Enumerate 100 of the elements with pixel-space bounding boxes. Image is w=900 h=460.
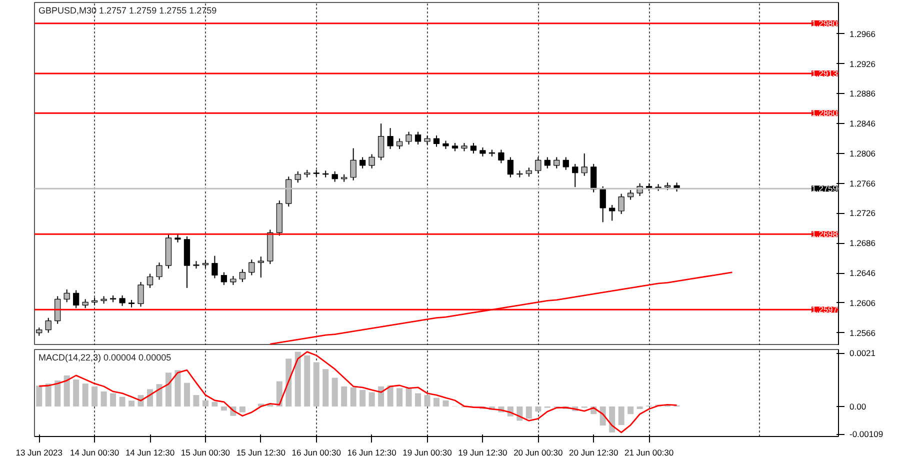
x-tick-label: 19 Jun 12:30	[458, 448, 508, 458]
candlestick	[138, 281, 144, 308]
candlestick	[387, 128, 394, 150]
candlestick	[414, 131, 422, 145]
chart-title: MACD(14,22,3) 0.00004 0.00005	[38, 352, 172, 362]
y-tick-label: -0.00109	[850, 429, 884, 440]
bar	[202, 400, 208, 406]
candlestick	[212, 255, 218, 279]
bar	[100, 391, 107, 406]
candlestick	[73, 290, 80, 309]
bar	[286, 358, 292, 406]
x-tick-label: 16 Jun 00:30	[292, 448, 342, 458]
candlestick	[590, 163, 597, 193]
y-tick-label: 1.2886	[850, 88, 876, 99]
candlestick	[239, 268, 246, 282]
bar	[322, 369, 329, 406]
candlestick	[359, 156, 366, 169]
candlestick	[54, 296, 61, 324]
bar	[110, 393, 116, 406]
candlestick	[562, 156, 569, 170]
candlestick	[406, 131, 412, 145]
bar	[36, 386, 42, 406]
candlestick	[535, 156, 542, 174]
candlestick	[156, 262, 162, 280]
bar	[64, 375, 70, 406]
bar	[73, 380, 80, 406]
candlestick	[507, 156, 514, 178]
y-tick-label: 1.2846	[850, 118, 876, 129]
candlestick	[368, 154, 375, 169]
candlestick	[258, 256, 264, 278]
bar	[360, 390, 366, 406]
candlestick	[64, 288, 70, 303]
bar	[82, 384, 88, 406]
bar	[535, 406, 542, 412]
candlestick	[572, 163, 578, 188]
bar	[387, 385, 394, 406]
bar	[147, 389, 154, 406]
bar	[368, 392, 375, 406]
candlestick	[378, 123, 384, 161]
candlestick	[248, 259, 255, 276]
bar	[396, 388, 403, 406]
bar	[350, 387, 356, 406]
line-series	[38, 351, 678, 434]
bar	[636, 406, 643, 410]
bar	[212, 402, 218, 406]
x-tick-label: 19 Jun 00:30	[402, 448, 452, 458]
bar	[618, 406, 624, 426]
candlestick	[396, 138, 403, 150]
bar	[294, 352, 301, 406]
bar	[304, 355, 310, 406]
ref-line-label: 1.2913	[812, 68, 838, 78]
candlestick	[294, 170, 301, 184]
x-tick-label: 15 Jun 12:30	[236, 448, 286, 458]
candlestick	[581, 152, 588, 176]
bar	[609, 406, 616, 432]
x-tick-label: 14 Jun 12:30	[125, 448, 175, 458]
y-tick-label: 1.2966	[850, 28, 876, 39]
candlestick	[544, 156, 550, 169]
candlestick	[470, 142, 477, 154]
candlestick	[600, 186, 606, 223]
y-tick-label: 1.2726	[850, 208, 876, 218]
candlestick	[350, 148, 356, 181]
ref-line-label: 1.2860	[812, 108, 838, 118]
bar	[332, 378, 338, 406]
bar	[424, 395, 430, 406]
x-tick-label: 13 Jun 2023	[16, 448, 63, 458]
bar	[628, 406, 634, 414]
bar	[442, 400, 449, 406]
bar	[433, 398, 440, 406]
x-tick-label: 20 Jun 00:30	[514, 448, 564, 458]
y-tick-label: 1.2606	[850, 298, 876, 308]
ref-line-label: 1.2980	[812, 18, 838, 28]
bar	[119, 396, 126, 406]
ref-line-label: 1.2698	[812, 229, 838, 240]
candlestick	[498, 149, 504, 164]
candlestick	[554, 156, 560, 169]
bar	[341, 386, 348, 406]
bar	[54, 380, 61, 406]
bar	[415, 393, 422, 406]
bar	[193, 395, 200, 406]
x-tick-label: 20 Jun 12:30	[569, 448, 618, 458]
candlestick	[119, 294, 126, 306]
bar	[184, 382, 190, 406]
candlestick	[433, 135, 440, 148]
x-tick-label: 16 Jun 12:30	[347, 448, 397, 458]
bar	[156, 384, 162, 406]
x-tick-label: 21 Jun 00:30	[624, 448, 674, 458]
x-tick-label: 15 Jun 00:30	[180, 448, 230, 458]
bar	[128, 400, 135, 406]
candlestick	[332, 170, 338, 182]
y-tick-label: 1.2686	[850, 238, 876, 248]
bar	[406, 387, 412, 406]
candlestick	[45, 317, 52, 334]
bar	[45, 384, 52, 406]
x-tick-label: 14 Jun 00:30	[70, 448, 120, 458]
chart-title: GBPUSD,M30 1.2757 1.2759 1.2755 1.2759	[38, 6, 217, 16]
y-tick-label: 1.2766	[850, 178, 876, 188]
bar	[220, 406, 227, 411]
ref-line-label: 1.2597	[812, 304, 838, 315]
bar	[239, 406, 246, 412]
